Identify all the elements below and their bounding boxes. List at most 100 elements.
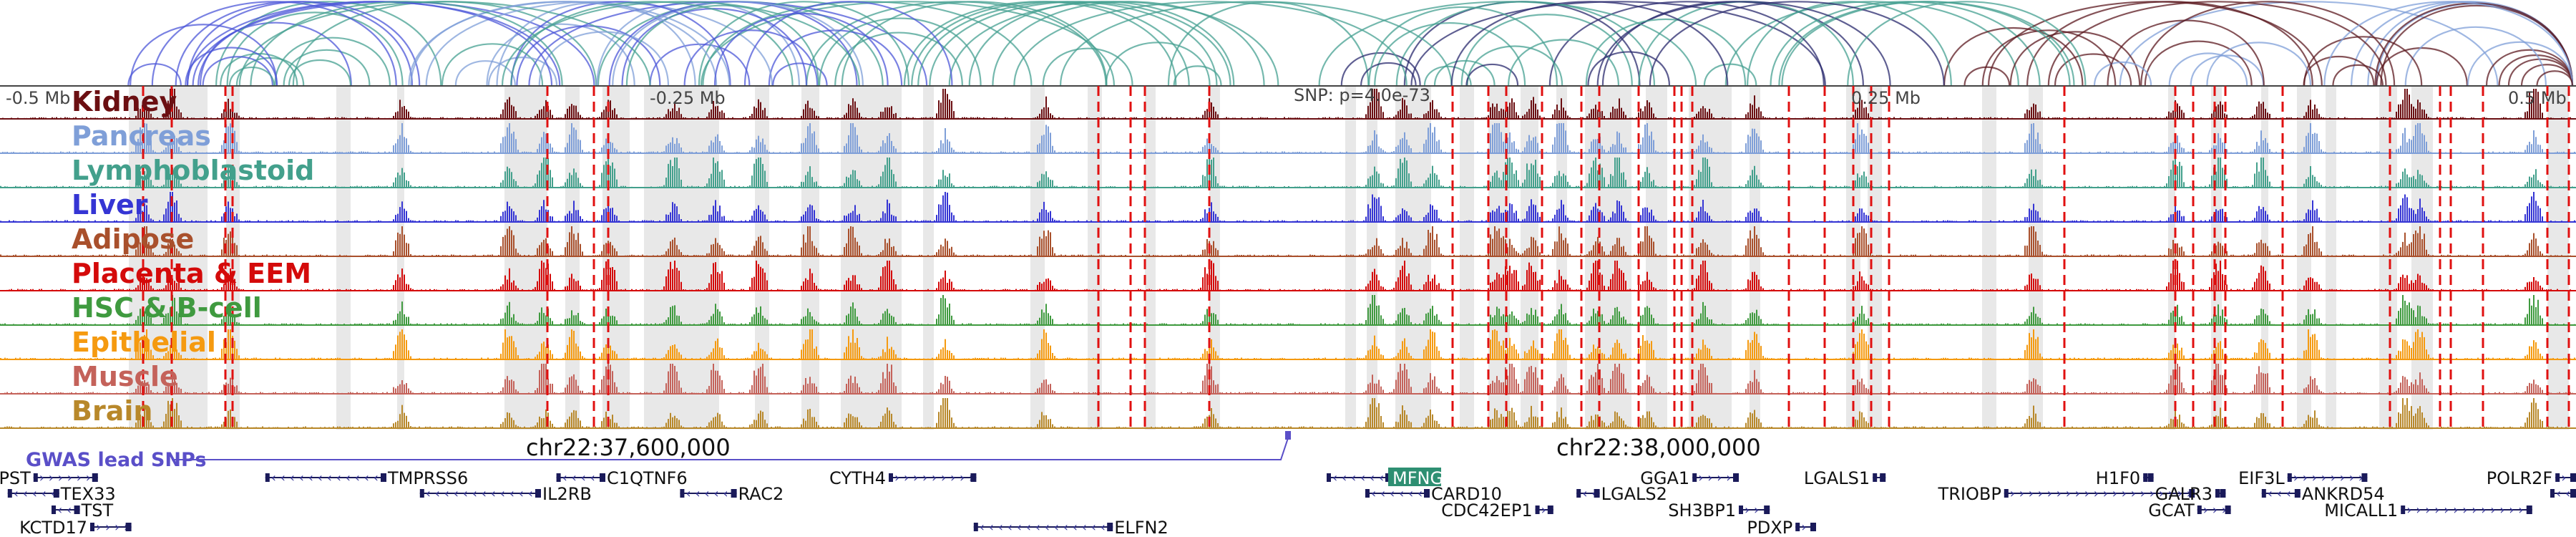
interaction-arc xyxy=(2107,19,2265,87)
gene-exon xyxy=(2550,489,2555,498)
strand-arrow: › xyxy=(2057,486,2062,501)
gene-label: PDXP xyxy=(1747,518,1792,537)
gene-exon xyxy=(1365,489,1370,498)
interaction-arc xyxy=(2323,1,2574,87)
strand-arrow: ‹ xyxy=(327,470,332,485)
gene-exon xyxy=(2294,489,2301,498)
gene-exon xyxy=(1424,489,1430,498)
strand-arrow: › xyxy=(2038,486,2043,501)
interaction-arc xyxy=(228,66,275,87)
gene-exon xyxy=(2143,473,2148,482)
gene-exon xyxy=(90,523,94,531)
strand-arrow: ‹ xyxy=(463,486,468,501)
interaction-arc xyxy=(2303,56,2375,87)
gene-exon xyxy=(970,473,977,482)
interaction-arc xyxy=(702,1,1033,87)
strand-arrow: ‹ xyxy=(1582,486,1587,501)
strand-arrow: ‹ xyxy=(1082,520,1087,535)
interaction-arc xyxy=(700,1,1116,87)
track-label-muscle: Muscle xyxy=(72,361,178,392)
gene-exon xyxy=(52,505,56,514)
strand-arrow: › xyxy=(2212,503,2218,518)
strand-arrow: › xyxy=(58,470,63,485)
interaction-arc xyxy=(1013,1,1407,87)
interaction-arc xyxy=(425,1,774,87)
gene-exon xyxy=(2147,473,2154,482)
strand-arrow: ‹ xyxy=(695,486,700,501)
gene-exon xyxy=(74,505,80,514)
gene-label: CYTH4 xyxy=(829,468,886,488)
interaction-arc xyxy=(441,43,544,87)
gene-exon xyxy=(1739,505,1743,514)
strand-arrow: › xyxy=(2094,486,2099,501)
gene-mfng: ‹ ‹ ‹ ‹ ‹ ‹ MFNG xyxy=(1327,468,1443,488)
strand-arrow: › xyxy=(86,470,91,485)
strand-arrow: ‹ xyxy=(426,486,431,501)
gene-label: SH3BP1 xyxy=(1668,500,1736,521)
strand-arrow: › xyxy=(2140,486,2145,501)
gene-exon xyxy=(1547,505,1553,514)
strand-arrow: ‹ xyxy=(1054,520,1059,535)
strand-arrow: › xyxy=(2462,503,2467,518)
strand-arrow: › xyxy=(932,470,937,485)
strand-arrow: ‹ xyxy=(318,470,323,485)
strand-arrow: › xyxy=(2150,486,2155,501)
strand-arrow: › xyxy=(1801,520,1806,535)
strand-arrow: ‹ xyxy=(704,486,709,501)
gene-label: MPST xyxy=(0,468,31,488)
strand-arrow: › xyxy=(2561,470,2566,485)
strand-arrow: ‹ xyxy=(686,486,691,501)
interaction-arc xyxy=(197,1,553,87)
strand-arrow: › xyxy=(2518,503,2523,518)
interaction-arc xyxy=(2054,53,2132,87)
strand-arrow: ‹ xyxy=(14,486,19,501)
highlight-band xyxy=(841,86,902,430)
strand-arrow: ‹ xyxy=(1091,520,1096,535)
interaction-arc xyxy=(2119,1,2499,87)
strand-arrow: › xyxy=(2131,486,2136,501)
strand-arrow: ‹ xyxy=(32,486,37,501)
interaction-arc xyxy=(2536,70,2574,87)
strand-arrow: ‹ xyxy=(2286,486,2291,501)
interaction-arc xyxy=(510,1,794,87)
gene-label: TRIOBP xyxy=(1938,484,2001,504)
highlight-band xyxy=(1689,86,1732,430)
strand-arrow: ‹ xyxy=(299,470,304,485)
gene-exon xyxy=(2189,489,2195,498)
gene-exon xyxy=(2526,505,2532,514)
interaction-arc xyxy=(1374,21,1526,87)
gene-exon xyxy=(889,473,893,482)
gene-exon xyxy=(33,473,38,482)
interaction-arc xyxy=(625,4,820,87)
strand-arrow: ‹ xyxy=(374,470,379,485)
gene-cyth4: ›››››››››CYTH4 xyxy=(829,468,977,488)
interaction-arc xyxy=(819,17,982,87)
strand-arrow: › xyxy=(2075,486,2080,501)
interaction-arc xyxy=(992,1,1265,87)
strand-arrow: › xyxy=(1745,503,1750,518)
strand-arrow: › xyxy=(2084,486,2089,501)
gene-label: CARD10 xyxy=(1431,484,1502,504)
gene-label: GCAT xyxy=(2148,500,2195,521)
strand-arrow: › xyxy=(913,470,918,485)
strand-arrow: ‹ xyxy=(308,470,313,485)
strand-arrow: ‹ xyxy=(1399,486,1404,501)
interaction-arc xyxy=(1585,18,1747,87)
gene-card10: ‹ ‹ ‹ ‹ ‹ ‹ CARD10 xyxy=(1365,484,1502,504)
strand-arrow: ‹ xyxy=(1332,470,1337,485)
gene-label: GALR3 xyxy=(2155,484,2212,504)
interaction-arc xyxy=(1638,1,1855,87)
strand-arrow: ‹ xyxy=(1073,520,1078,535)
track-label-epithelial: Epithelial xyxy=(72,326,216,358)
axis: -0.5 Mb -0.25 Mb 0.25 Mb 0.5 Mb SNP: p=4… xyxy=(6,85,2567,108)
strand-arrow: ‹ xyxy=(1371,486,1376,501)
strand-arrow: ‹ xyxy=(1370,470,1375,485)
strand-arrow: ‹ xyxy=(1390,486,1395,501)
strand-arrow: ‹ xyxy=(980,520,985,535)
strand-arrow: › xyxy=(2509,503,2514,518)
interaction-arc xyxy=(698,1,910,87)
gene-exon xyxy=(2261,489,2266,498)
gene-label: MFNG xyxy=(1392,468,1443,488)
strand-arrow: › xyxy=(2010,486,2015,501)
